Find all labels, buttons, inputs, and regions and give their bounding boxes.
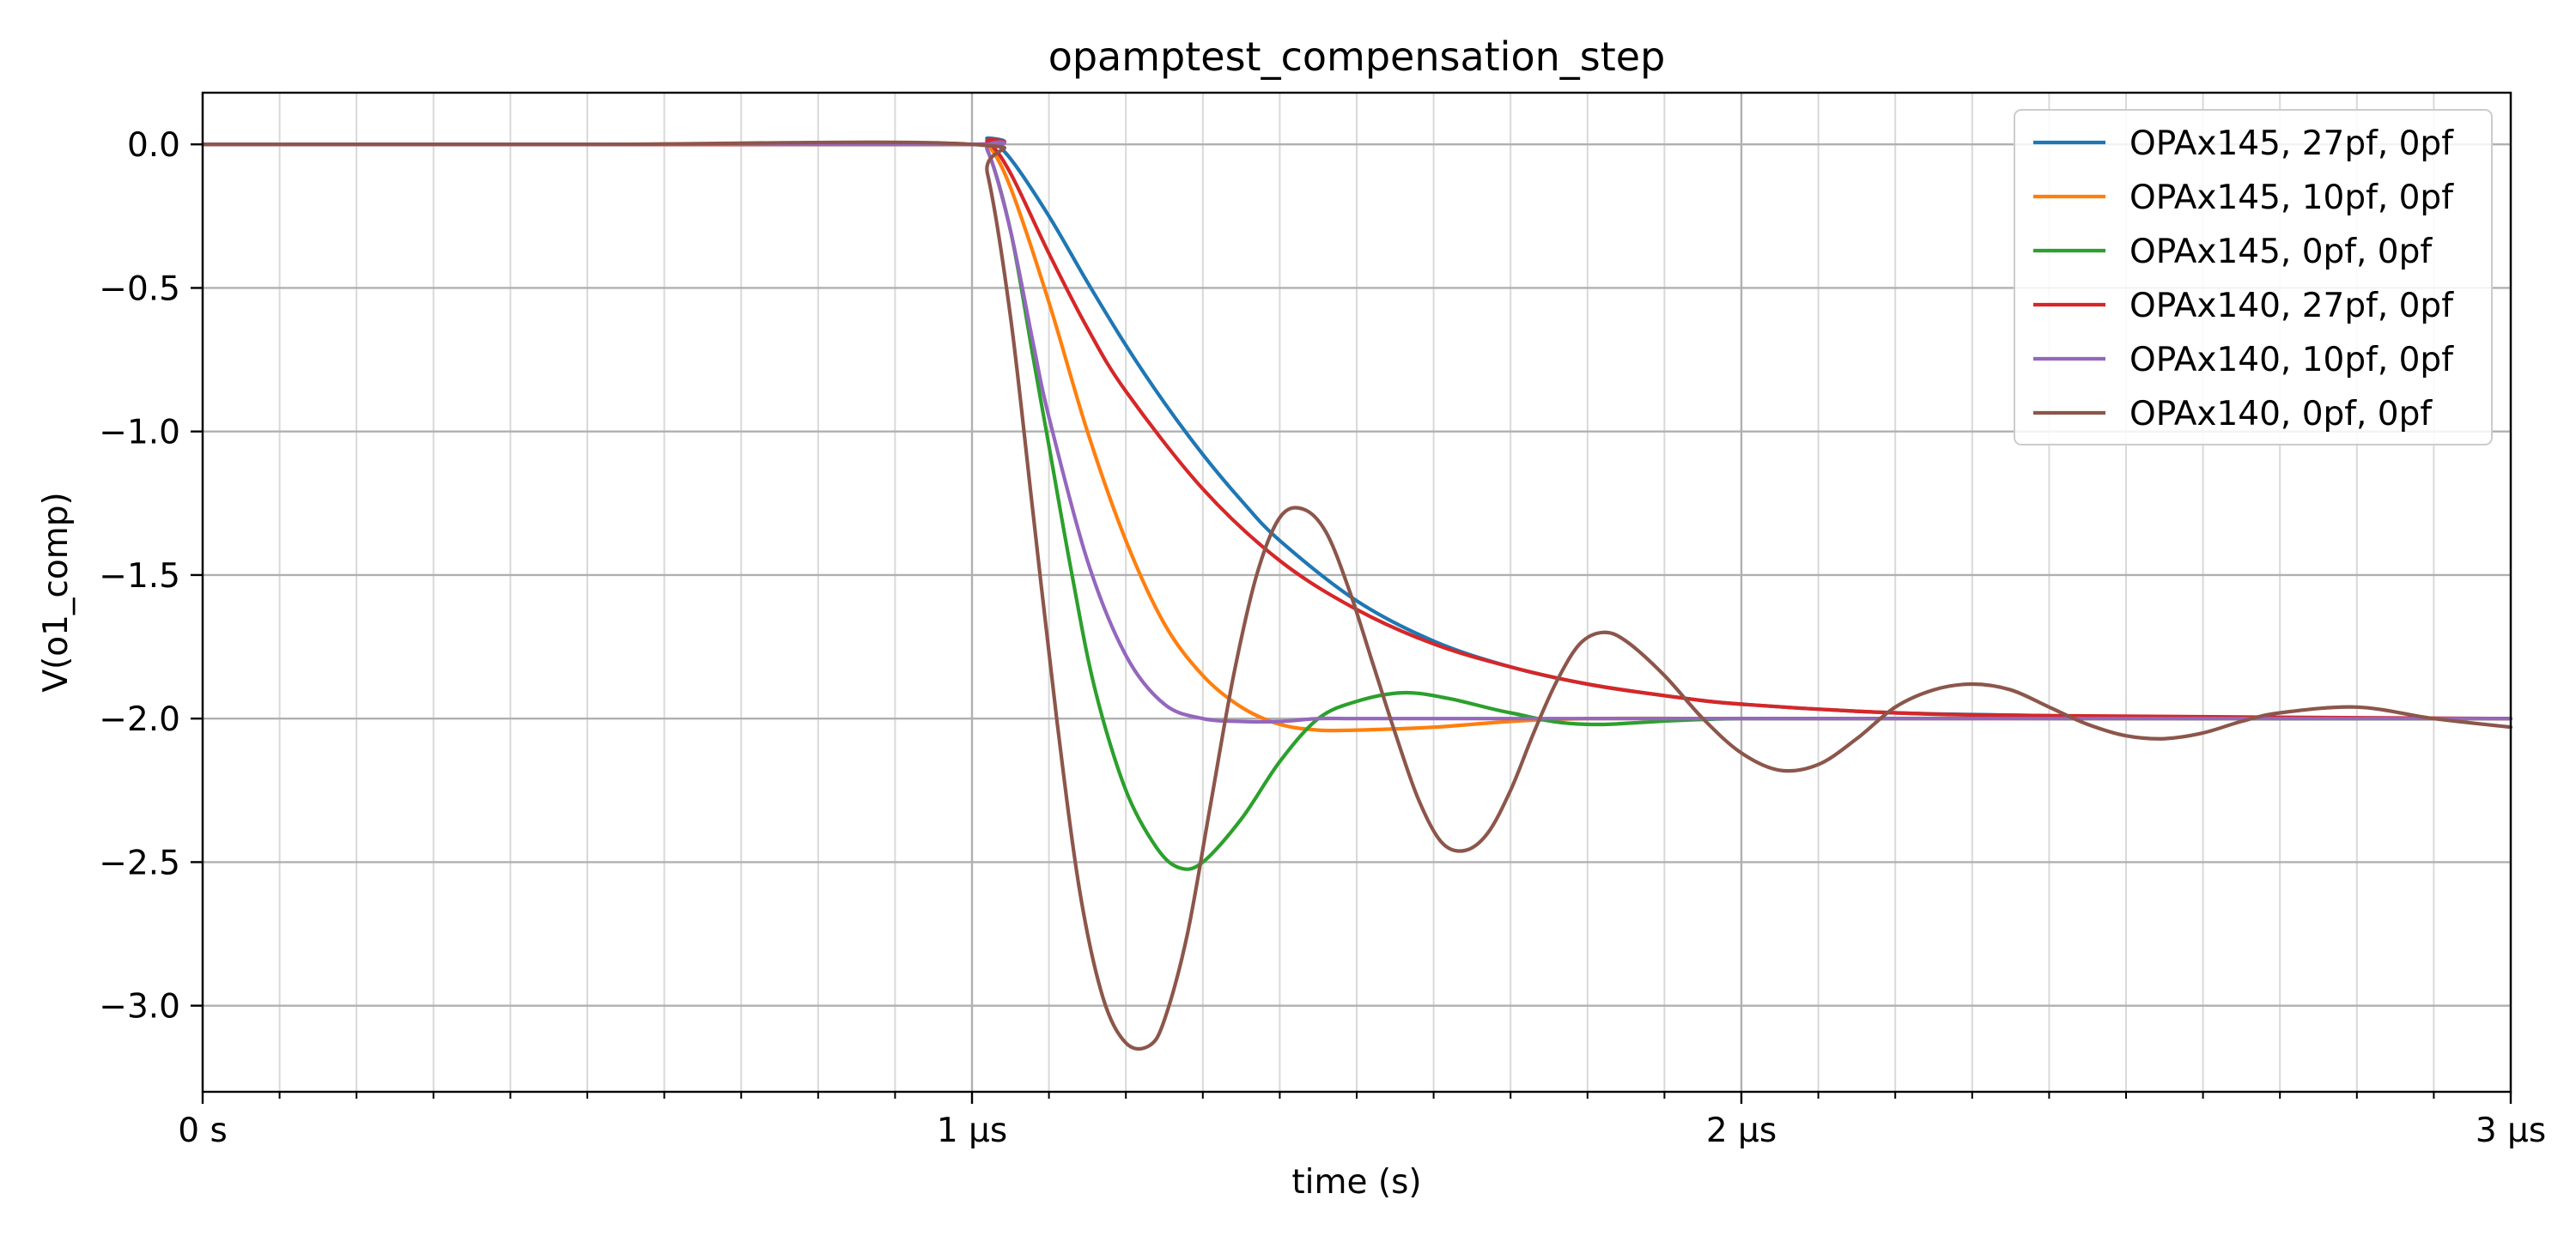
series-layer [200, 136, 2513, 1051]
legend: OPAx145, 27pf, 0pf OPAx145, 10pf, 0pf OPAx… [2014, 109, 2493, 445]
x-tick-label: 0 s [178, 1112, 228, 1150]
legend-label: OPAx140, 0pf, 0pf [2129, 395, 2433, 433]
minor-grid [278, 93, 2435, 1092]
ticks [191, 143, 2512, 1104]
y-tick-label: 0.0 [127, 126, 180, 165]
legend-box [2014, 109, 2493, 445]
legend-label: OPAx140, 10pf, 0pf [2129, 341, 2454, 379]
y-tick-label: −2.5 [99, 844, 180, 882]
x-tick-label: 2 µs [1706, 1112, 1777, 1150]
series-line-6 [200, 140, 2513, 1051]
legend-label: OPAx145, 0pf, 0pf [2129, 233, 2433, 271]
chart-title: opamptest_compensation_step [1048, 33, 1666, 80]
y-tick-label: −1.5 [99, 557, 180, 596]
x-tick-label: 1 µs [937, 1112, 1007, 1150]
x-axis-label: time (s) [1291, 1163, 1421, 1202]
x-tick-label: 3 µs [2476, 1112, 2546, 1150]
y-tick-label: −3.0 [99, 988, 180, 1027]
y-tick-label: −1.0 [99, 414, 180, 452]
y-axis-label: V(o1_comp) [37, 492, 76, 692]
y-tick-label: −0.5 [99, 270, 180, 308]
y-tick-label: −2.0 [99, 700, 180, 739]
legend-label: OPAx145, 27pf, 0pf [2129, 124, 2454, 163]
legend-label: OPAx145, 10pf, 0pf [2129, 179, 2454, 217]
tick-labels: 0 s 1 µs 2 µs 3 µs 0.0 −0.5 −1.0 −1.5 −2.0 −2.5 −3… [99, 126, 2546, 1150]
legend-label: OPAx140, 27pf, 0pf [2129, 287, 2454, 325]
